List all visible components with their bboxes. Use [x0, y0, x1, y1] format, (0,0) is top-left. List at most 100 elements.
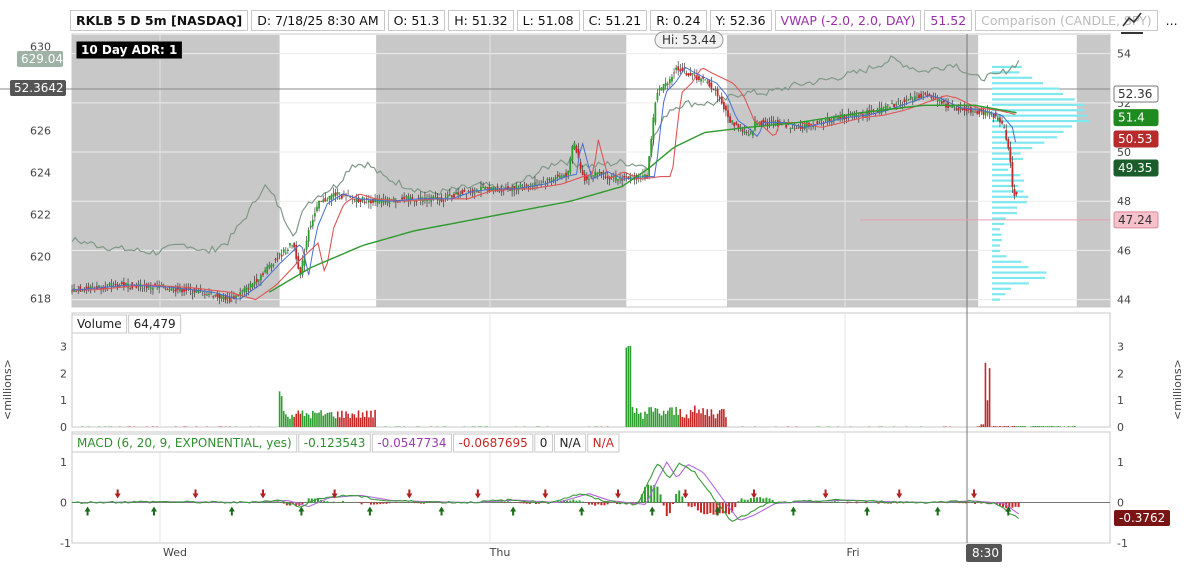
macd-histogram-bar — [728, 502, 731, 515]
volume-bar — [596, 426, 599, 427]
price-candle — [999, 117, 1001, 123]
price-candle — [974, 111, 976, 113]
price-candle — [602, 171, 605, 175]
price-candle — [511, 188, 514, 192]
macd-histogram-bar — [1017, 502, 1020, 508]
price-candle — [372, 198, 374, 203]
price-candle — [918, 94, 920, 98]
volume-bar — [720, 408, 723, 427]
volume-bar — [683, 417, 686, 427]
price-badge-text: 49.35 — [1118, 161, 1152, 175]
macd-histogram-bar — [846, 502, 849, 504]
volume-bar — [656, 408, 659, 427]
price-candle — [938, 100, 941, 102]
volume-axis-tick-label: 3 — [1117, 341, 1124, 354]
price-candle — [284, 252, 287, 254]
volume-bar — [635, 408, 638, 427]
volume-panel — [71, 312, 1111, 428]
volume-bar — [1015, 426, 1018, 427]
price-candle — [988, 112, 991, 116]
volume-bar — [650, 407, 653, 427]
macd-histogram-bar — [348, 502, 351, 503]
sell-signal-arrow — [822, 489, 829, 499]
price-candle — [172, 290, 175, 292]
volume-bar — [343, 417, 345, 427]
price-candle — [650, 138, 653, 156]
price-candle — [1001, 121, 1003, 124]
macd-histogram-bar — [1014, 502, 1017, 507]
price-candle — [448, 194, 451, 196]
price-candle — [519, 184, 522, 187]
macd-histogram-bar — [974, 502, 977, 504]
macd-na-value-2-box — [587, 433, 620, 453]
price-candle — [195, 290, 198, 293]
macd-histogram-bar — [672, 502, 675, 505]
price-candle — [89, 286, 92, 290]
volume-profile-bar — [992, 201, 1027, 204]
price-candle — [515, 184, 518, 189]
price-candle — [546, 178, 549, 180]
price-candle — [824, 119, 827, 121]
price-candle — [733, 122, 736, 127]
price-candle — [816, 121, 819, 124]
price-candle — [583, 173, 586, 181]
price-candle — [206, 294, 208, 296]
macd-histogram-bar — [500, 501, 503, 503]
macd-histogram-bar — [662, 502, 665, 506]
price-candle — [859, 113, 862, 115]
volume-bar — [702, 408, 704, 427]
price-candle — [764, 120, 767, 123]
price-candle — [681, 67, 684, 71]
volume-bar — [291, 414, 293, 427]
price-candle — [637, 175, 640, 178]
macd-histogram-bar — [416, 502, 419, 504]
volume-bar — [627, 345, 630, 427]
macd-histogram-bar — [310, 498, 313, 503]
volume-axis-unit: <millions> — [1, 359, 14, 420]
macd-histogram-bar — [379, 502, 382, 505]
header-comparison[interactable]: Comparison (CANDLE, SPY) — [975, 9, 1158, 31]
macd-axis-tick-label: -1 — [60, 537, 71, 550]
macd-histogram-bar — [734, 502, 737, 508]
comparison-axis-tick-label: 626 — [30, 125, 51, 138]
extended-hours-shade — [1076, 35, 1110, 307]
price-candle — [270, 264, 273, 268]
price-candle — [907, 99, 910, 100]
volume-bar — [708, 416, 711, 427]
price-candle — [718, 97, 721, 98]
price-badge — [1113, 85, 1159, 103]
price-candle — [224, 294, 227, 301]
price-candle — [332, 193, 335, 197]
volume-profile-bar — [992, 222, 1005, 225]
drawing-tool-icon[interactable] — [1121, 10, 1143, 34]
price-candle — [527, 187, 530, 189]
header-vwap-label[interactable]: VWAP (-2.0, 2.0, DAY) — [774, 9, 922, 31]
macd-histogram-bar — [594, 502, 597, 506]
macd-histogram-bar — [282, 502, 285, 504]
price-candle — [378, 199, 381, 204]
comparison-badge-text: 629.04 — [21, 52, 63, 66]
symbol-title[interactable]: RKLB 5 D 5m [NASDAQ] — [70, 9, 249, 31]
price-candle — [621, 179, 624, 181]
price-candle — [110, 283, 113, 287]
price-candle — [287, 249, 289, 251]
crosshair-time-badge-text: 8:30 — [972, 546, 999, 560]
macd-value-box — [298, 433, 371, 453]
header-more[interactable]: ... — [1160, 10, 1183, 30]
price-candle — [752, 130, 754, 136]
price-candle — [291, 245, 293, 247]
volume-bar — [685, 414, 688, 427]
price-candle — [884, 106, 887, 111]
price-candle — [810, 123, 812, 125]
buy-signal-arrow — [510, 506, 517, 516]
macd-histogram-bar — [712, 502, 715, 515]
volume-axis-tick-label: 1 — [60, 394, 67, 407]
volume-bar — [704, 414, 706, 427]
volume-profile-bar — [992, 125, 1073, 128]
macd-histogram-bar — [572, 499, 575, 503]
price-candle — [594, 171, 597, 178]
price-candle — [507, 186, 509, 190]
sell-signal-arrow — [896, 489, 903, 499]
price-candle — [208, 293, 210, 295]
macd-histogram-bar — [718, 502, 721, 514]
